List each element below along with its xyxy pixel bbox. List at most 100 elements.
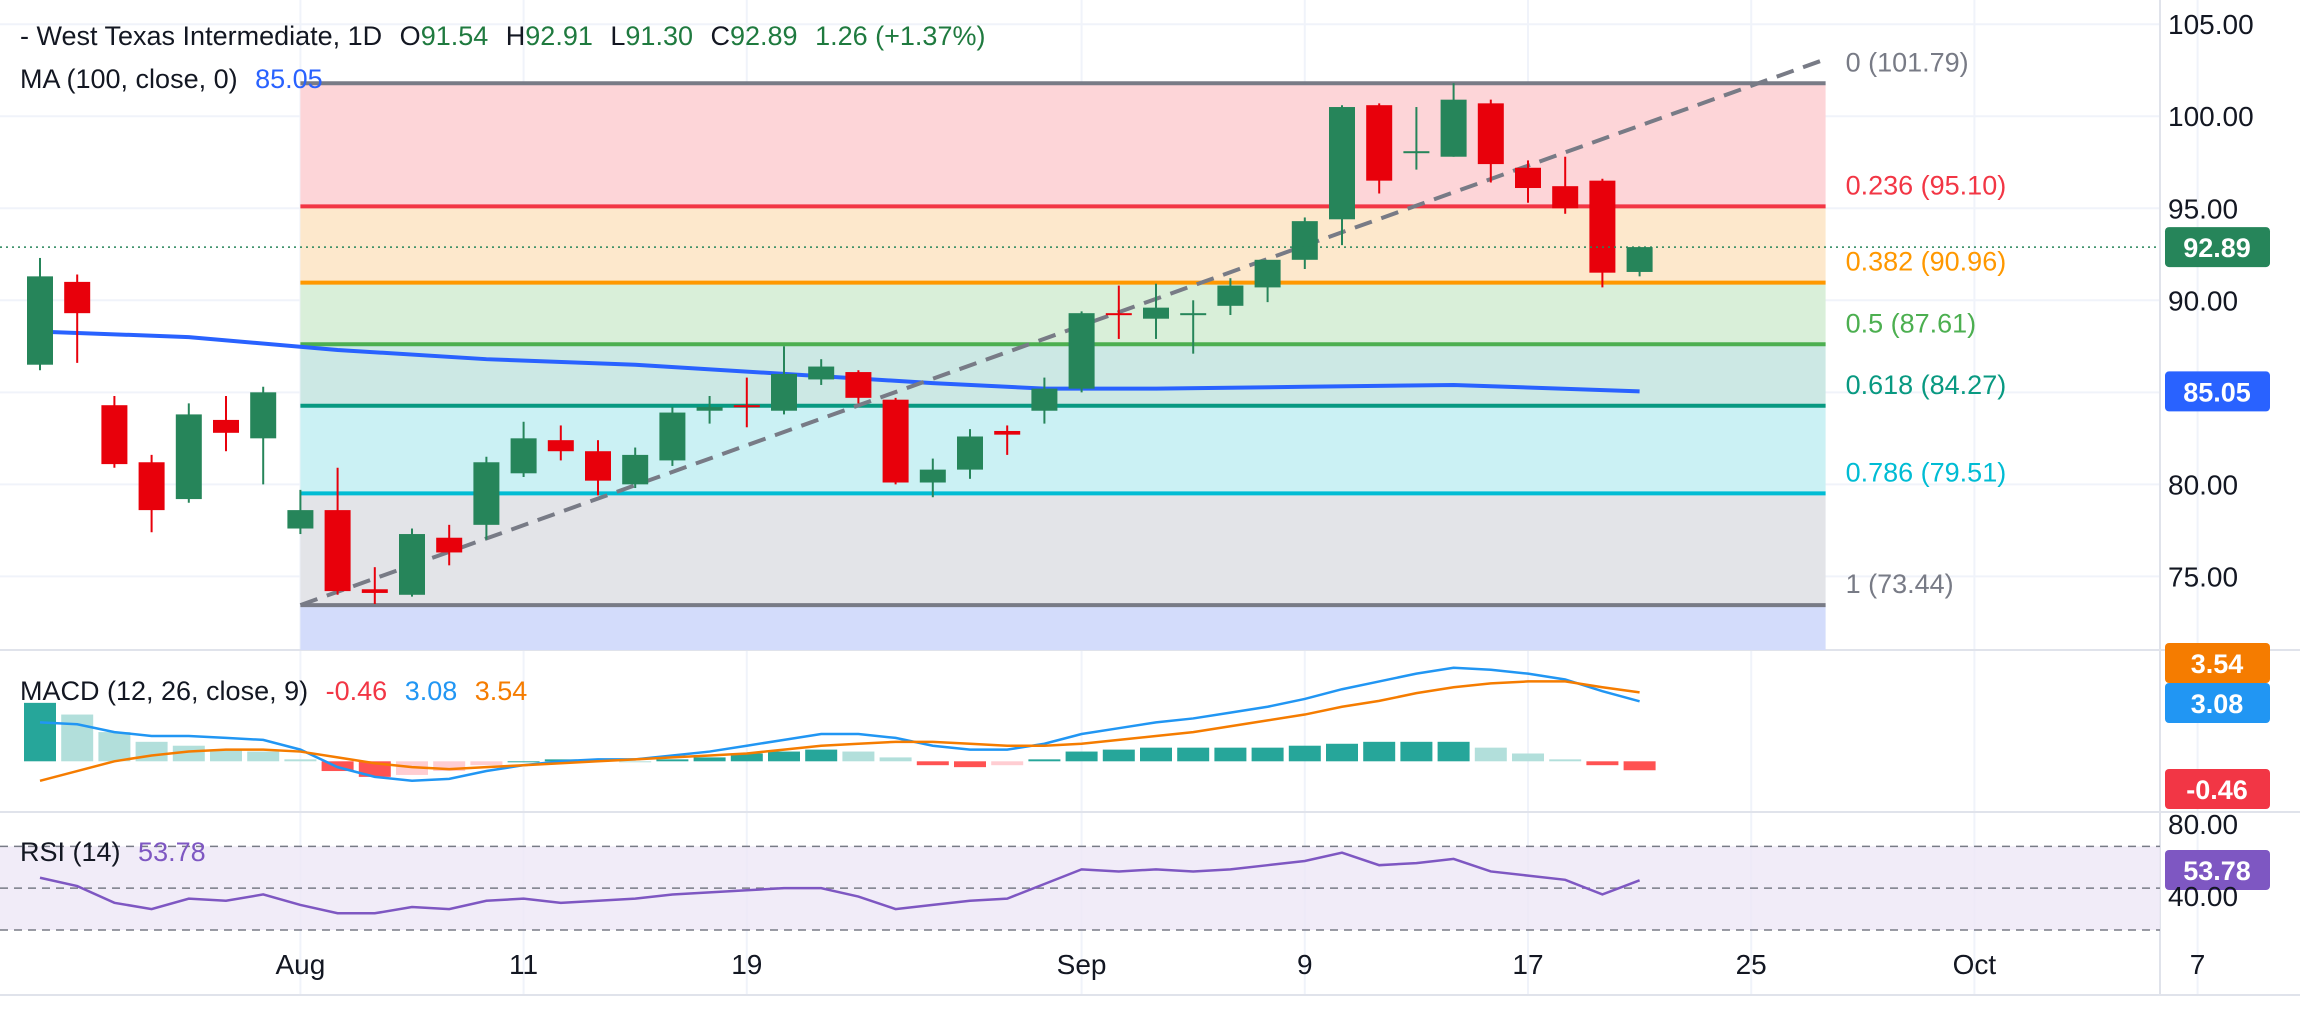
fib-level-label: 0.786 (79.51) bbox=[1846, 457, 2007, 487]
macd-pane bbox=[24, 666, 1656, 783]
candle-body bbox=[994, 430, 1021, 435]
macd-histogram-bar bbox=[433, 761, 466, 772]
ma-legend-value: 85.05 bbox=[255, 64, 323, 94]
time-axis-label: 19 bbox=[731, 949, 762, 980]
candle-body bbox=[213, 419, 239, 433]
fib-level-label: 0.236 (95.10) bbox=[1846, 170, 2007, 200]
macd-histogram-bar bbox=[842, 751, 875, 762]
candle-body bbox=[1180, 313, 1207, 316]
time-axis-label: 25 bbox=[1736, 949, 1767, 980]
macd-histogram-bar bbox=[1512, 753, 1544, 762]
time-axis-label: 7 bbox=[2190, 949, 2206, 980]
candle-body bbox=[510, 438, 537, 474]
macd-legend-hist: -0.46 bbox=[325, 676, 388, 706]
candle-body bbox=[771, 373, 797, 411]
candle-body bbox=[957, 436, 983, 470]
candle-body bbox=[1440, 99, 1467, 157]
candle-body bbox=[399, 534, 425, 595]
macd-histogram-bar bbox=[1140, 747, 1172, 762]
rsi-value-tag: 53.78 bbox=[2183, 856, 2251, 886]
last-price-tag: 92.89 bbox=[2183, 233, 2251, 263]
candle-body bbox=[1477, 103, 1504, 165]
time-axis-label: 11 bbox=[509, 949, 538, 980]
trend-line[interactable] bbox=[299, 57, 1827, 607]
rsi-value-tag-bg bbox=[2165, 850, 2270, 890]
candle-body bbox=[1105, 313, 1132, 316]
rsi-pane bbox=[0, 845, 2160, 931]
fib-zone bbox=[300, 83, 1826, 207]
macd-histogram-bar bbox=[1437, 741, 1470, 762]
candle-body bbox=[808, 366, 835, 380]
candle-body bbox=[436, 537, 463, 553]
macd-histogram-bar bbox=[1326, 743, 1358, 762]
macd-histogram-bar bbox=[805, 749, 838, 762]
time-axis-label: 9 bbox=[1297, 949, 1313, 980]
rsi-axis-label-top: 80.00 bbox=[2168, 809, 2238, 840]
last-price-tag-bg bbox=[2165, 227, 2270, 268]
macd-histogram-bar bbox=[284, 759, 317, 762]
price-change: 1.26 (+1.37%) bbox=[815, 21, 986, 51]
candle-body bbox=[1552, 186, 1579, 209]
macd-signal-tag-bg bbox=[2165, 643, 2270, 683]
macd-histogram-bar bbox=[1586, 761, 1619, 766]
rsi-legend: RSI (14) 53.78 bbox=[20, 837, 216, 868]
macd-line-tag: 3.08 bbox=[2191, 689, 2244, 719]
macd-histogram-bar bbox=[879, 757, 912, 762]
macd-histogram-bar bbox=[1623, 761, 1656, 771]
signal-line bbox=[39, 680, 1640, 782]
price-axis-label: 75.00 bbox=[2168, 561, 2238, 592]
macd-histogram-bar bbox=[98, 732, 131, 762]
rsi-legend-label: RSI (14) bbox=[20, 837, 121, 867]
ma-legend-label: MA (100, close, 0) bbox=[20, 64, 238, 94]
candle-body bbox=[882, 399, 909, 483]
candle-body bbox=[845, 372, 872, 398]
macd-histogram-bar bbox=[693, 757, 726, 762]
candle-body bbox=[1515, 167, 1541, 189]
fib-level-label: 0.618 (84.27) bbox=[1846, 370, 2007, 400]
ohlc-close: C92.89 bbox=[710, 21, 798, 51]
macd-histogram-bar bbox=[916, 761, 949, 766]
macd-legend-label: MACD (12, 26, close, 9) bbox=[20, 676, 309, 706]
macd-histogram-bar bbox=[1474, 747, 1507, 762]
ma-price-tag-bg bbox=[2165, 371, 2270, 412]
ma-legend: MA (100, close, 0) 85.05 bbox=[20, 64, 333, 95]
ma-price-tag: 85.05 bbox=[2183, 377, 2251, 407]
rsi-axis-label-bottom: 40.00 bbox=[2168, 881, 2238, 912]
candle-body bbox=[1626, 247, 1653, 272]
candle-body bbox=[696, 407, 723, 411]
macd-histogram-bar bbox=[1028, 759, 1061, 762]
macd-histogram-bar bbox=[619, 761, 652, 763]
candle-body bbox=[1068, 313, 1095, 389]
ohlc-high: H92.91 bbox=[505, 21, 593, 51]
candle-body bbox=[1254, 259, 1281, 288]
time-axis-label: Oct bbox=[1953, 949, 1997, 980]
candle-body bbox=[919, 469, 946, 483]
candle-body bbox=[1403, 151, 1430, 154]
candle-body bbox=[287, 510, 314, 529]
macd-histogram-bar bbox=[1065, 751, 1098, 762]
candle-body bbox=[1366, 105, 1393, 181]
macd-histogram-bar bbox=[1214, 747, 1247, 762]
fib-zone bbox=[300, 206, 1826, 283]
fib-level-label: 0.5 (87.61) bbox=[1846, 308, 1977, 338]
symbol-title: - West Texas Intermediate, 1D bbox=[20, 21, 383, 51]
candle-body bbox=[473, 462, 500, 525]
ohlc-open: O91.54 bbox=[399, 21, 489, 51]
macd-hist-tag: -0.46 bbox=[2186, 775, 2248, 805]
macd-histogram-bar bbox=[730, 753, 763, 762]
price-axis-label: 100.00 bbox=[2168, 101, 2254, 132]
candle-body bbox=[733, 405, 760, 408]
candle-body bbox=[1143, 307, 1169, 319]
candle-body bbox=[547, 440, 574, 452]
macd-histogram-bar bbox=[210, 749, 242, 762]
macd-legend-signal: 3.54 bbox=[474, 676, 528, 706]
fib-zone bbox=[300, 605, 1826, 650]
macd-signal-tag: 3.54 bbox=[2191, 649, 2244, 679]
rsi-line bbox=[39, 851, 1641, 915]
price-axis-label: 80.00 bbox=[2168, 469, 2238, 500]
price-axis-label: 95.00 bbox=[2168, 193, 2238, 224]
macd-histogram-bar bbox=[1549, 759, 1582, 762]
macd-histogram-bar bbox=[1177, 747, 1210, 762]
